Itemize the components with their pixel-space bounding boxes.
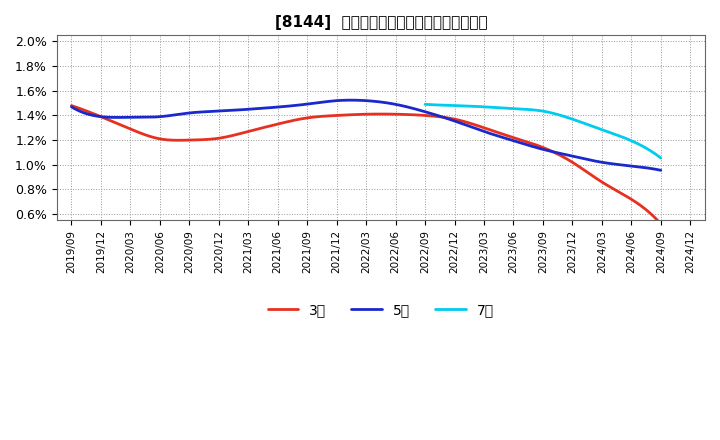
3年: [351, 112, 359, 117]
5年: [552, 150, 560, 155]
7年: [657, 155, 665, 161]
3年: [550, 150, 559, 155]
5年: [348, 98, 357, 103]
7年: [420, 102, 429, 107]
5年: [387, 101, 396, 106]
3年: [67, 103, 76, 108]
3年: [418, 113, 426, 118]
5年: [347, 98, 356, 103]
7年: [549, 110, 557, 116]
3年: [642, 208, 651, 213]
5年: [657, 168, 665, 173]
5年: [419, 109, 428, 114]
3年: [657, 221, 665, 227]
Legend: 3年, 5年, 7年: 3年, 5年, 7年: [262, 297, 500, 323]
5年: [644, 165, 652, 171]
Line: 5年: 5年: [71, 100, 661, 170]
7年: [614, 133, 623, 138]
5年: [352, 98, 361, 103]
7年: [534, 108, 543, 113]
7年: [651, 151, 660, 157]
Line: 7年: 7年: [425, 104, 661, 158]
7年: [533, 108, 541, 113]
3年: [347, 112, 356, 117]
7年: [561, 114, 570, 119]
3年: [386, 111, 395, 117]
5年: [67, 104, 76, 110]
Line: 3年: 3年: [71, 106, 661, 224]
Title: [8144]  当期純利益マージンの平均値の推移: [8144] 当期純利益マージンの平均値の推移: [274, 15, 487, 30]
